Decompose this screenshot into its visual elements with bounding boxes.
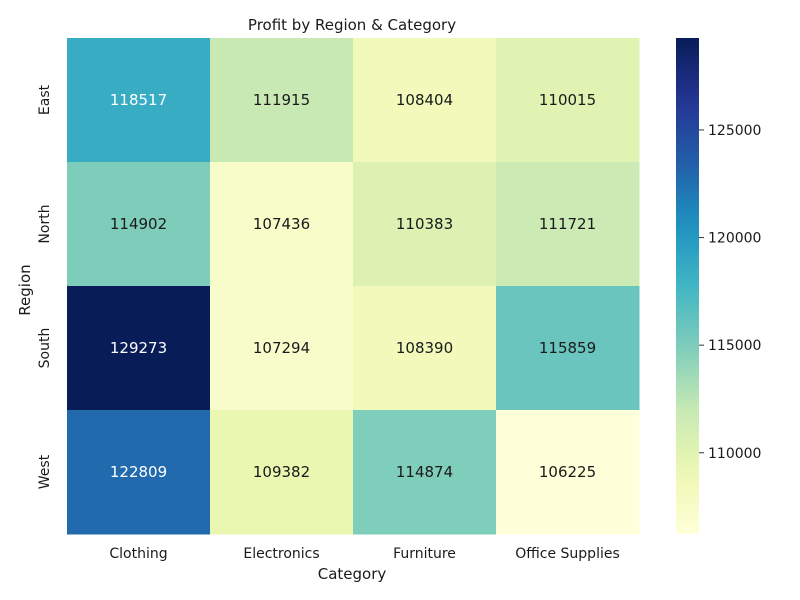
heatmap-cell [496, 38, 640, 163]
heatmap-cell [353, 162, 497, 287]
cell-value-label: 110383 [396, 215, 453, 233]
cell-value-label: 107436 [253, 215, 310, 233]
heatmap-cell [353, 410, 497, 535]
heatmap-cells: 118517 111915 108404 110015 114902 107436 1103… [67, 38, 640, 535]
cell-value-label: 110015 [539, 91, 596, 109]
heatmap-cell [67, 410, 211, 535]
x-tick-label: Electronics [243, 546, 319, 562]
y-axis-label: Region [16, 264, 34, 315]
heatmap-cell [67, 286, 211, 411]
cell-value-label: 118517 [110, 91, 167, 109]
colorbar-ticks: 110000 115000 120000 125000 [699, 123, 761, 462]
colorbar-tick-label: 125000 [708, 123, 761, 139]
heatmap-cell [210, 38, 354, 163]
x-tick-label: Office Supplies [515, 546, 620, 562]
cell-value-label: 115859 [539, 339, 596, 357]
cell-value-label: 114874 [396, 463, 453, 481]
x-tick-labels: Clothing Electronics Furniture Office Suppl… [109, 546, 619, 562]
colorbar [676, 38, 699, 534]
cell-value-label: 111915 [253, 91, 310, 109]
cell-value-label: 108404 [396, 91, 453, 109]
y-tick-label: West [37, 454, 53, 489]
cell-value-label: 111721 [539, 215, 596, 233]
colorbar-tick-label: 120000 [708, 231, 761, 247]
x-axis-label: Category [318, 565, 387, 583]
heatmap-cell [353, 38, 497, 163]
y-tick-label: South [37, 328, 53, 369]
heatmap-cell [353, 286, 497, 411]
cell-value-label: 108390 [396, 339, 453, 357]
heatmap-cell [67, 162, 211, 287]
x-tick-label: Clothing [109, 546, 167, 562]
heatmap-cell [210, 162, 354, 287]
cell-value-label: 122809 [110, 463, 167, 481]
heatmap-cell [496, 410, 640, 535]
cell-value-label: 109382 [253, 463, 310, 481]
heatmap-cell [210, 410, 354, 535]
chart-title: Profit by Region & Category [248, 16, 456, 34]
cell-value-label: 129273 [110, 339, 167, 357]
cell-value-label: 106225 [539, 463, 596, 481]
cell-value-label: 107294 [253, 339, 310, 357]
x-tick-label: Furniture [393, 546, 456, 562]
heatmap-cell [67, 38, 211, 163]
colorbar-tick-label: 110000 [708, 446, 761, 462]
y-tick-labels: East North South West [37, 84, 53, 489]
y-tick-label: East [37, 84, 53, 115]
cell-value-label: 114902 [110, 215, 167, 233]
y-tick-label: North [37, 204, 53, 243]
heatmap-cell [496, 162, 640, 287]
heatmap-cell [496, 286, 640, 411]
colorbar-tick-label: 115000 [708, 338, 761, 354]
heatmap-cell [210, 286, 354, 411]
